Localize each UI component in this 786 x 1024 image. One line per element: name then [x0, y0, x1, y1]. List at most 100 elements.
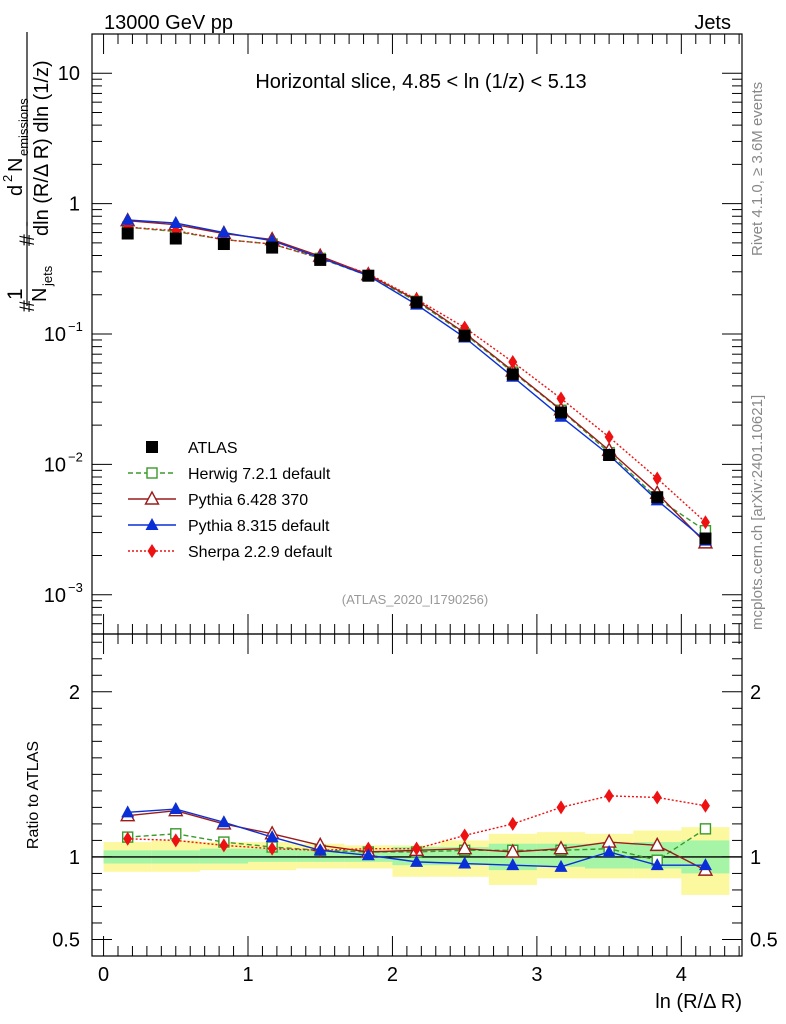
- ratio-y-tick-label-left: 2: [69, 682, 80, 704]
- main-y-axis-label: # 1 N jets # d 2 N emissions dln (R/Δ R)…: [0, 32, 55, 312]
- x-tick-label: 1: [242, 964, 253, 986]
- point-sherpa: [508, 354, 518, 369]
- ratio-series: [120, 788, 714, 876]
- ratio-point-herwig: [699, 823, 712, 835]
- ratio-point-pythia8: [169, 802, 183, 815]
- point-atlas: [169, 232, 182, 245]
- legend-marker-pythia8: [145, 518, 159, 530]
- ylabel-d: d: [5, 185, 27, 196]
- series-line-herwig: [127, 226, 706, 532]
- main-y-tick-label: 10: [58, 63, 80, 85]
- ratio-point-sherpa: [604, 788, 614, 803]
- ratio-frame: [91, 633, 743, 957]
- x-axis-label: ln (R/Δ R): [655, 991, 742, 1013]
- legend-marker-herwig: [146, 467, 158, 479]
- ratio-point-sherpa: [219, 838, 229, 853]
- ratio-y-tick-label-right: 2: [750, 682, 761, 704]
- ratio-series-pythia8: [121, 802, 712, 872]
- ratio-point-pythia8: [121, 805, 135, 818]
- point-atlas: [506, 368, 519, 381]
- point-sherpa: [556, 391, 566, 406]
- ratio-point-pythia6: [456, 840, 473, 855]
- header-energy-label: 13000 GeV pp: [104, 12, 233, 34]
- ratio-x-ticks: 0 1 2 3 4: [98, 634, 740, 986]
- legend-label-pythia6: Pythia 6.428 370: [188, 492, 308, 509]
- main-y-tick-label: 10: [44, 454, 66, 476]
- point-atlas: [410, 296, 423, 309]
- ratio-point-sherpa: [460, 828, 470, 843]
- ratio-point-pythia8: [554, 859, 568, 872]
- legend-label-atlas: ATLAS: [188, 440, 238, 457]
- ratio-point-sherpa: [700, 798, 710, 813]
- main-y-tick-exponent: −3: [68, 580, 83, 595]
- series-atlas: [121, 227, 712, 545]
- point-pythia8: [121, 212, 135, 225]
- main-y-tick-label: 1: [69, 194, 80, 216]
- x-tick-label: 3: [531, 964, 542, 986]
- point-atlas: [555, 406, 568, 419]
- point-pythia8: [169, 216, 183, 229]
- ratio-point-pythia8: [698, 858, 712, 871]
- ratio-point-pythia8: [217, 815, 231, 828]
- ylabel-denominator: dln (R/Δ R) dln (1/z): [31, 60, 53, 236]
- legend: ATLAS Herwig 7.2.1 default Pythia 6.428 37…: [128, 440, 333, 561]
- ratio-series-sherpa: [123, 788, 710, 858]
- ratio-y-tick-label-left: 0.5: [52, 929, 80, 951]
- ratio-point-pythia8: [361, 848, 375, 861]
- ratio-point-pythia8: [602, 844, 616, 857]
- ratio-y-axis-label: Ratio to ATLAS: [25, 741, 42, 849]
- ratio-point-sherpa: [267, 841, 277, 856]
- ratio-point-pythia8: [265, 830, 279, 843]
- legend-entry-herwig: Herwig 7.2.1 default: [128, 466, 331, 483]
- ylabel-d-sup: 2: [0, 175, 15, 182]
- ratio-point-sherpa: [412, 841, 422, 856]
- ratio-point-pythia6: [553, 840, 569, 855]
- ratio-y-tick-label-right: 0.5: [750, 929, 778, 951]
- point-atlas: [699, 532, 712, 545]
- point-atlas: [603, 449, 616, 462]
- point-sherpa: [700, 515, 710, 530]
- legend-label-herwig: Herwig 7.2.1 default: [188, 466, 331, 483]
- x-tick-label: 0: [98, 964, 109, 986]
- point-atlas: [458, 329, 471, 342]
- main-series: [120, 212, 714, 549]
- ratio-y-tick-label-left: 1: [69, 847, 80, 869]
- legend-marker-pythia6: [144, 490, 160, 505]
- point-sherpa: [604, 430, 614, 445]
- main-y-tick-label: 10: [44, 324, 66, 346]
- ratio-y-tick-label-right: 1: [750, 847, 761, 869]
- point-sherpa: [652, 471, 662, 486]
- ratio-point-pythia8: [313, 843, 327, 856]
- point-atlas: [651, 491, 664, 504]
- legend-label-sherpa: Sherpa 2.2.9 default: [188, 544, 333, 561]
- ylabel-njets: N: [29, 288, 51, 302]
- main-y-tick-exponent: −1: [68, 319, 83, 334]
- ratio-point-pythia8: [410, 854, 424, 867]
- point-atlas: [217, 238, 230, 251]
- ylabel-emissions-sub: emissions: [16, 98, 31, 156]
- main-x-ticks: [103, 34, 740, 634]
- point-atlas: [314, 253, 327, 266]
- ylabel-njets-sub: jets: [40, 265, 55, 287]
- header-process-label: Jets: [694, 12, 731, 34]
- ratio-point-sherpa: [556, 800, 566, 815]
- ratio-point-pythia6: [505, 843, 521, 858]
- side-mcplots-label: mcplots.cern.ch [arXiv:2401.10621]: [749, 395, 766, 630]
- ratio-point-pythia8: [506, 858, 520, 871]
- main-y-tick-exponent: −2: [68, 449, 83, 464]
- side-rivet-label: Rivet 4.1.0, ≥ 3.6M events: [749, 82, 766, 256]
- legend-entry-pythia6: Pythia 6.428 370: [128, 490, 308, 509]
- band-green-bin: [199, 848, 248, 864]
- ratio-point-sherpa: [508, 816, 518, 831]
- ratio-panel: 2 2 1 1 0.5 0.5 0 1 2 3 4 Ratio to ATLAS ln (R/Δ …: [25, 633, 778, 1013]
- series-herwig: [121, 221, 712, 537]
- ratio-y-ticks: 2 2 1 1 0.5 0.5: [52, 641, 778, 957]
- legend-marker-sherpa: [147, 544, 157, 558]
- ylabel-hash-2: #: [16, 234, 39, 246]
- ratio-point-pythia8: [650, 858, 664, 871]
- point-atlas: [121, 227, 134, 240]
- analysis-id-label: (ATLAS_2020_I1790256): [342, 592, 488, 607]
- main-title: Horizontal slice, 4.85 < ln (1/z) < 5.13: [255, 71, 586, 93]
